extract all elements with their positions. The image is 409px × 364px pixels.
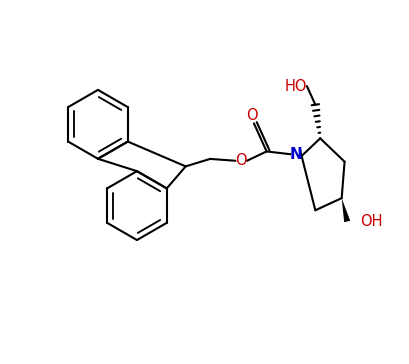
Text: HO: HO xyxy=(285,79,307,94)
Text: OH: OH xyxy=(360,214,383,229)
Text: O: O xyxy=(246,108,258,123)
Polygon shape xyxy=(342,198,350,222)
Text: N: N xyxy=(290,147,302,162)
Text: O: O xyxy=(236,153,247,168)
